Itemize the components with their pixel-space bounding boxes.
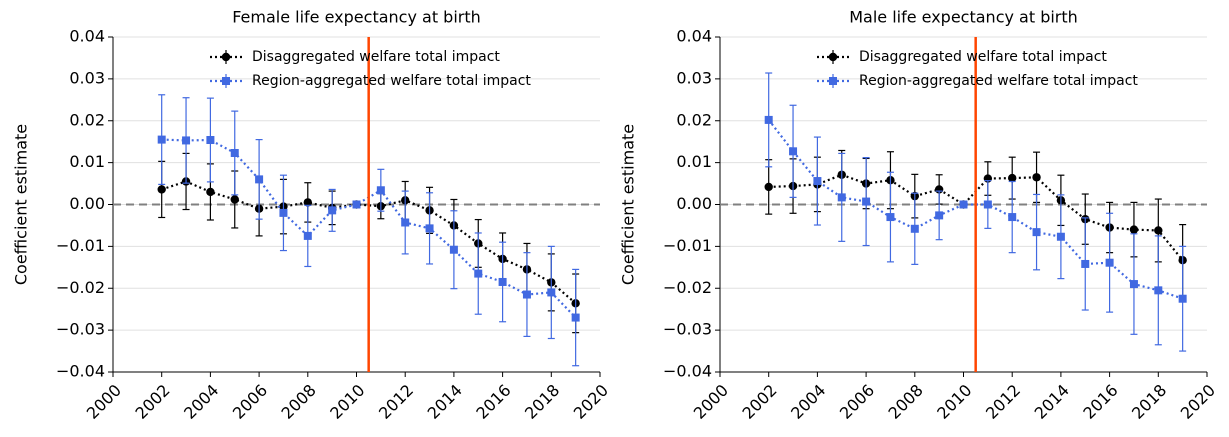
- legend-label: Region-aggregated welfare total impact: [859, 73, 1138, 89]
- x-tick-label: 2012: [375, 381, 417, 423]
- y-tick-label: −0.01: [663, 236, 712, 255]
- data-point: [230, 195, 239, 204]
- data-point: [959, 200, 968, 209]
- x-tick-label: 2002: [131, 381, 173, 423]
- data-point: [886, 213, 895, 222]
- x-tick-label: 2016: [472, 381, 514, 423]
- data-point: [376, 186, 385, 195]
- x-tick-label: 2018: [1128, 381, 1170, 423]
- data-point: [1008, 213, 1017, 222]
- data-point: [1032, 173, 1041, 182]
- x-tick-label: 2004: [180, 381, 222, 423]
- x-tick-label: 2014: [424, 381, 466, 423]
- legend-marker: [222, 77, 230, 85]
- x-tick-label: 2020: [1177, 381, 1219, 423]
- data-point: [1081, 259, 1090, 268]
- data-point: [764, 182, 773, 192]
- y-tick-label: −0.02: [663, 278, 712, 297]
- x-tick-label: 2010: [933, 381, 975, 423]
- legend-marker: [828, 52, 838, 62]
- y-tick-label: −0.03: [663, 320, 712, 339]
- data-point: [182, 136, 191, 145]
- data-point: [303, 231, 312, 240]
- data-point: [303, 198, 312, 207]
- y-tick-label: 0.01: [676, 152, 712, 171]
- y-tick-label: 0.01: [69, 152, 105, 171]
- data-point: [571, 313, 580, 322]
- y-tick-label: 0.02: [69, 110, 105, 129]
- y-tick-label: −0.02: [56, 278, 105, 297]
- y-tick-label: 0.03: [69, 68, 105, 87]
- y-axis-label: Coefficient estimate: [619, 124, 638, 285]
- data-point: [1154, 226, 1163, 235]
- x-tick-label: 2018: [521, 381, 563, 423]
- x-tick-label: 2016: [1079, 381, 1121, 423]
- x-tick-label: 2000: [83, 381, 125, 423]
- data-point: [1129, 225, 1139, 234]
- x-tick-label: 2012: [982, 381, 1024, 423]
- data-point: [498, 277, 507, 286]
- y-tick-label: 0.00: [676, 194, 712, 213]
- x-tick-label: 2020: [570, 381, 612, 423]
- x-tick-label: 2002: [738, 381, 780, 423]
- data-point: [425, 224, 434, 233]
- legend-label: Region-aggregated welfare total impact: [252, 73, 531, 89]
- data-point: [1154, 286, 1163, 295]
- data-point: [1032, 228, 1041, 237]
- data-point: [837, 193, 846, 202]
- y-tick-label: 0.02: [676, 110, 712, 129]
- x-tick-label: 2006: [836, 381, 878, 423]
- data-point: [789, 147, 798, 156]
- data-point: [1056, 232, 1065, 241]
- y-tick-label: −0.04: [663, 362, 712, 381]
- x-tick-label: 2014: [1031, 381, 1073, 423]
- data-point: [1129, 280, 1138, 289]
- series-line: [161, 180, 577, 305]
- data-point: [352, 200, 361, 209]
- data-point: [157, 185, 166, 194]
- legend-marker: [221, 52, 231, 62]
- data-point: [449, 245, 458, 254]
- chart-title: Male life expectancy at birth: [849, 8, 1078, 27]
- data-point: [401, 218, 410, 227]
- data-point: [813, 177, 822, 186]
- x-tick-label: 2006: [229, 381, 271, 423]
- data-point: [279, 208, 288, 217]
- data-point: [910, 224, 919, 233]
- x-tick-label: 2000: [690, 381, 732, 423]
- x-tick-label: 2010: [326, 381, 368, 423]
- legend-marker: [829, 77, 837, 85]
- legend-label: Disaggregated welfare total impact: [859, 49, 1107, 65]
- legend-label: Disaggregated welfare total impact: [252, 49, 500, 65]
- data-point: [1178, 294, 1187, 303]
- y-tick-label: −0.01: [56, 236, 105, 255]
- x-tick-label: 2008: [278, 381, 320, 423]
- data-point: [474, 269, 483, 278]
- data-point: [983, 200, 992, 209]
- data-point: [1008, 173, 1017, 183]
- data-point: [328, 206, 337, 215]
- x-tick-label: 2004: [787, 381, 829, 423]
- y-axis-label: Coefficient estimate: [12, 124, 31, 285]
- y-tick-label: 0.04: [69, 27, 105, 46]
- x-tick-label: 2008: [885, 381, 927, 423]
- y-tick-label: −0.04: [56, 362, 105, 381]
- data-point: [935, 211, 944, 220]
- chart-title: Female life expectancy at birth: [232, 8, 481, 27]
- data-point: [522, 290, 531, 299]
- y-tick-label: 0.00: [69, 194, 105, 213]
- y-tick-label: 0.04: [676, 27, 712, 46]
- data-point: [157, 135, 166, 144]
- y-tick-label: 0.03: [676, 68, 712, 87]
- data-point: [862, 197, 871, 206]
- data-point: [764, 115, 773, 124]
- data-point: [547, 288, 556, 297]
- data-point: [206, 136, 215, 145]
- y-tick-label: −0.03: [56, 320, 105, 339]
- data-point: [230, 148, 239, 157]
- data-point: [255, 175, 264, 184]
- data-point: [206, 187, 215, 197]
- data-point: [1105, 258, 1114, 267]
